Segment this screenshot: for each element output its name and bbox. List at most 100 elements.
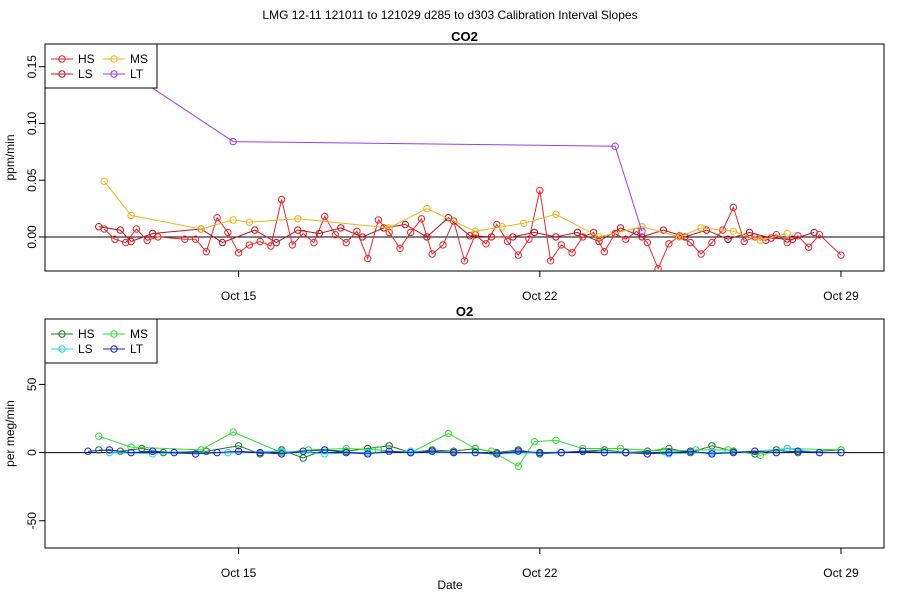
co2-legend-swatch-marker (58, 70, 66, 78)
co2-series-ms-point (498, 223, 506, 231)
o2-series-lt-point (428, 447, 436, 455)
co2-series-ls-point (810, 228, 818, 237)
o2-legend-swatch-marker (110, 330, 118, 338)
co2-series-hs-point (181, 235, 189, 243)
co2-series-ls-point (401, 220, 409, 229)
o2-series-ms-point (444, 429, 453, 438)
co2-series-ms-point (520, 219, 528, 228)
co2-series-hs-point (288, 241, 297, 249)
co2-legend-box (44, 43, 158, 89)
co2-series-ms-point (595, 233, 603, 241)
co2-series-hs-point (708, 238, 716, 247)
o2-legend-label: LS (78, 342, 93, 356)
co2-series-hs-point (224, 228, 232, 237)
o2-x-tick-label: Oct 15 (221, 566, 257, 580)
o2-series-hs-point (364, 444, 372, 453)
o2-series-lt-point (127, 448, 135, 457)
co2-series-ls-point (788, 235, 797, 243)
co2-series-hs-point (385, 228, 393, 237)
o2-series-lt-point (751, 447, 759, 455)
o2-series-lt-point (321, 446, 329, 454)
co2-series-ls-point (616, 224, 625, 232)
o2-series-lt-point (557, 448, 565, 457)
o2-y-axis-label: per meg/min (3, 400, 17, 467)
co2-series-ls-point (423, 233, 431, 241)
co2-series-hs-point (122, 238, 130, 247)
co2-legend-label: LS (78, 67, 93, 81)
co2-series-hs-point (665, 240, 673, 248)
co2-series-ms-point (675, 233, 684, 241)
o2-series-lt-point (191, 450, 200, 458)
o2-series-lt-point (213, 448, 221, 457)
co2-series-group (79, 44, 845, 271)
co2-series-hs-point (503, 237, 512, 246)
co2-series-hs-point (245, 241, 254, 249)
co2-series-ms-point (756, 236, 764, 245)
co2-x-tick-label: Oct 29 (823, 289, 859, 303)
o2-series-lt-point (665, 448, 673, 457)
co2-series-ls-point (487, 233, 496, 241)
o2-panel-title: O2 (456, 304, 473, 319)
co2-series-ls-point (552, 233, 560, 241)
co2-series-ls-point (638, 233, 646, 241)
co2-y-tick-label: 0.00 (25, 225, 39, 249)
co2-series-hs-point (396, 244, 404, 253)
o2-y-tick-label: 0 (25, 449, 39, 456)
co2-series-ls-point (745, 228, 754, 237)
co2-legend-swatch-marker (58, 55, 66, 63)
o2-series-lt-point (600, 448, 608, 457)
co2-series-hs-point (794, 232, 802, 240)
o2-x-tick-label: Oct 22 (522, 566, 558, 580)
co2-series-hs-point (364, 254, 372, 263)
co2-series-hs-point (579, 233, 587, 241)
co2-series-ms-point (229, 216, 237, 224)
co2-series-hs-point (342, 238, 350, 247)
co2-series-ls-point (724, 235, 732, 243)
co2-series-lt-point (638, 227, 646, 236)
o2-series-lt-point (729, 448, 738, 457)
co2-y-tick-label: 0.10 (25, 111, 39, 135)
o2-y-tick-label: -50 (25, 512, 39, 530)
co2-series-ls-point (218, 238, 227, 247)
co2-series-ms-point (245, 218, 254, 226)
o2-series-lt-point (579, 447, 587, 455)
co2-series-hs-point (234, 249, 243, 257)
o2-series-lt-point (277, 450, 286, 458)
co2-series-hs-point (439, 241, 447, 249)
o2-series-lt-point (622, 448, 630, 457)
o2-legend-label: MS (130, 327, 148, 341)
co2-series-ms-point (294, 215, 302, 223)
co2-series-hs-point (729, 203, 738, 212)
co2-series-hs-point (267, 242, 275, 250)
co2-series-hs-point (417, 215, 426, 223)
co2-legend-label: LT (130, 67, 144, 81)
co2-series-ms-point (783, 229, 791, 238)
co2-series-ls-point (251, 226, 259, 234)
co2-series-hs-point (460, 257, 469, 265)
co2-series-hs-point (740, 237, 748, 246)
o2-series-hs-point (234, 442, 243, 450)
o2-series-lt-point (84, 447, 92, 455)
co2-series-lt-point (611, 142, 619, 150)
co2-series-ls-point (272, 238, 280, 247)
co2-series-hs-point (514, 251, 522, 259)
co2-series-hs-point (686, 238, 695, 247)
co2-series-hs-point (407, 228, 415, 237)
o2-series-lt-point (794, 447, 802, 455)
co2-series-hs-point (111, 235, 119, 243)
co2-series-ls-point (337, 224, 345, 232)
co2-series-ms-point (385, 224, 393, 232)
o2-series-lt-point (536, 448, 544, 457)
co2-y-tick-label: 0.05 (25, 168, 39, 192)
co2-series-hs-point (654, 265, 662, 271)
o2-series-ms-point (95, 432, 103, 440)
o2-series-ms-point (616, 444, 625, 453)
o2-series-lt-point (643, 450, 652, 458)
co2-series-ls-point (315, 229, 323, 238)
co2-panel: CO2 ppm/min 0.15 0.10 0.05 0.00 Oct 15 Oct 22 Oc… (3, 29, 885, 303)
co2-x-tick-label: Oct 22 (522, 289, 558, 303)
o2-series-ms-point (756, 451, 764, 459)
co2-series-ls-point (294, 226, 302, 234)
